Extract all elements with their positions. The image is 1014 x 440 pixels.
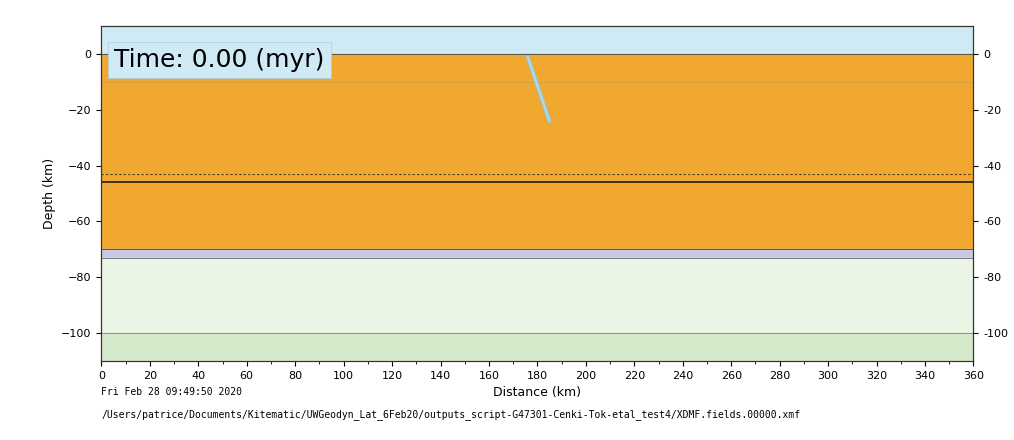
Text: Time: 0.00 (myr): Time: 0.00 (myr) bbox=[115, 48, 324, 72]
X-axis label: Distance (km): Distance (km) bbox=[494, 386, 581, 399]
Y-axis label: Depth (km): Depth (km) bbox=[43, 158, 56, 229]
Text: Fri Feb 28 09:49:50 2020: Fri Feb 28 09:49:50 2020 bbox=[101, 387, 242, 397]
Text: /Users/patrice/Documents/Kitematic/UWGeodyn_Lat_6Feb20/outputs_script-G47301-Cen: /Users/patrice/Documents/Kitematic/UWGeo… bbox=[101, 409, 800, 420]
